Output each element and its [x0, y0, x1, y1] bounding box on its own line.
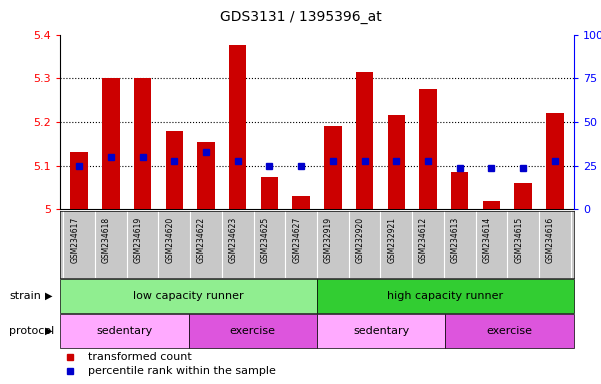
Text: GSM234618: GSM234618: [102, 217, 111, 263]
Text: GSM234612: GSM234612: [419, 217, 428, 263]
Text: GSM234613: GSM234613: [451, 217, 460, 263]
Text: GSM234622: GSM234622: [197, 217, 206, 263]
Text: GSM234619: GSM234619: [133, 217, 142, 263]
Bar: [60, 314, 189, 348]
Bar: [165, 131, 183, 209]
Text: strain: strain: [9, 291, 41, 301]
Text: percentile rank within the sample: percentile rank within the sample: [88, 366, 276, 376]
Text: GSM234625: GSM234625: [260, 217, 269, 263]
Bar: [317, 314, 445, 348]
Bar: [451, 172, 469, 209]
Text: GSM234616: GSM234616: [546, 217, 555, 263]
Text: ▶: ▶: [45, 291, 52, 301]
Bar: [324, 126, 341, 209]
Text: GSM234617: GSM234617: [70, 217, 79, 263]
Bar: [70, 152, 88, 209]
Text: GSM234627: GSM234627: [292, 217, 301, 263]
Text: GSM232919: GSM232919: [324, 217, 333, 263]
Bar: [102, 78, 120, 209]
Text: GDS3131 / 1395396_at: GDS3131 / 1395396_at: [219, 10, 382, 23]
Bar: [189, 314, 317, 348]
Bar: [261, 177, 278, 209]
Text: low capacity runner: low capacity runner: [133, 291, 244, 301]
Text: GSM232921: GSM232921: [387, 217, 396, 263]
Text: sedentary: sedentary: [353, 326, 409, 336]
Text: GSM234620: GSM234620: [165, 217, 174, 263]
Text: ▶: ▶: [45, 326, 52, 336]
Bar: [483, 200, 500, 209]
Bar: [388, 115, 405, 209]
Text: exercise: exercise: [487, 326, 532, 336]
Text: transformed count: transformed count: [88, 353, 192, 362]
Text: GSM234614: GSM234614: [483, 217, 492, 263]
Text: sedentary: sedentary: [96, 326, 153, 336]
Bar: [546, 113, 564, 209]
Text: protocol: protocol: [9, 326, 54, 336]
Text: GSM234623: GSM234623: [229, 217, 238, 263]
Text: GSM234615: GSM234615: [514, 217, 523, 263]
Bar: [317, 279, 574, 313]
Text: exercise: exercise: [230, 326, 276, 336]
Bar: [293, 196, 310, 209]
Text: high capacity runner: high capacity runner: [388, 291, 504, 301]
Bar: [134, 78, 151, 209]
Bar: [60, 279, 317, 313]
Bar: [229, 45, 246, 209]
Bar: [197, 142, 215, 209]
Bar: [514, 183, 532, 209]
Bar: [419, 89, 437, 209]
Bar: [356, 72, 373, 209]
Text: GSM232920: GSM232920: [356, 217, 365, 263]
Bar: [445, 314, 574, 348]
